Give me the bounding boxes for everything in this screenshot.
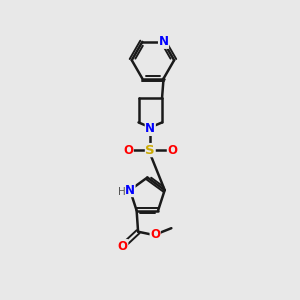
Text: O: O [167, 144, 177, 157]
Text: O: O [123, 144, 133, 157]
Text: O: O [150, 228, 160, 241]
Text: S: S [146, 144, 155, 157]
Text: N: N [145, 122, 155, 135]
Text: H: H [118, 187, 126, 196]
Text: N: N [158, 35, 169, 48]
Text: O: O [118, 240, 128, 253]
Text: N: N [125, 184, 135, 196]
